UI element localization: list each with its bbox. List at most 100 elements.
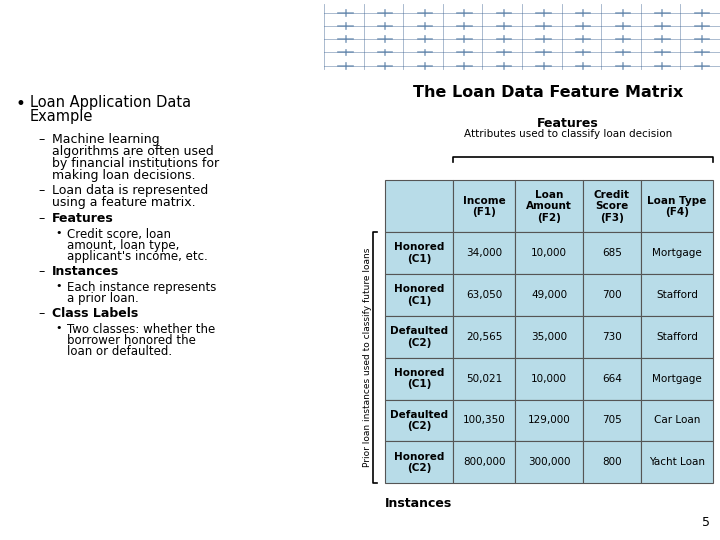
Text: Credit score, loan: Credit score, loan — [67, 228, 171, 241]
Bar — [385, 274, 453, 316]
Text: –: – — [38, 185, 44, 198]
Bar — [515, 316, 583, 357]
Text: The Loan Data Feature Matrix: The Loan Data Feature Matrix — [413, 85, 683, 100]
Text: 664: 664 — [602, 374, 622, 383]
Text: algorithms are often used: algorithms are often used — [52, 145, 214, 158]
Text: 129,000: 129,000 — [528, 415, 570, 426]
Bar — [453, 357, 515, 400]
Text: Loan
Amount
(F2): Loan Amount (F2) — [526, 190, 572, 223]
Bar — [583, 357, 641, 400]
Text: 800: 800 — [602, 457, 622, 467]
Text: 705: 705 — [602, 415, 622, 426]
Text: 49,000: 49,000 — [531, 290, 567, 300]
Text: Honored
(C1): Honored (C1) — [394, 284, 444, 306]
Bar — [385, 316, 453, 357]
Text: –: – — [38, 133, 44, 146]
Text: applicant's income, etc.: applicant's income, etc. — [67, 250, 208, 263]
Text: Defaulted
(C2): Defaulted (C2) — [390, 326, 448, 348]
Text: 10,000: 10,000 — [531, 374, 567, 383]
Text: a prior loan.: a prior loan. — [67, 292, 139, 305]
Bar — [453, 316, 515, 357]
Bar — [641, 441, 713, 483]
Text: Honored
(C1): Honored (C1) — [394, 368, 444, 389]
Text: 5: 5 — [702, 516, 710, 529]
Bar — [453, 180, 515, 232]
Text: Features: Features — [537, 117, 599, 130]
Text: Loan Type
(F4): Loan Type (F4) — [647, 195, 707, 217]
Text: 20,565: 20,565 — [466, 332, 502, 342]
Text: Loan Application Data: Loan Application Data — [30, 95, 191, 110]
Text: Credit
Score
(F3): Credit Score (F3) — [594, 190, 630, 223]
Bar — [385, 400, 453, 441]
Bar — [515, 357, 583, 400]
Text: using a feature matrix.: using a feature matrix. — [52, 197, 196, 210]
Bar — [641, 180, 713, 232]
Bar — [641, 357, 713, 400]
Text: Yacht Loan: Yacht Loan — [649, 457, 705, 467]
Bar — [583, 180, 641, 232]
Text: Example: Example — [30, 109, 94, 124]
Text: Honored
(C1): Honored (C1) — [394, 242, 444, 264]
Bar — [583, 441, 641, 483]
Bar — [385, 357, 453, 400]
Bar — [453, 400, 515, 441]
Bar — [385, 441, 453, 483]
Text: •: • — [55, 281, 61, 291]
Text: –: – — [38, 265, 44, 278]
Text: Mortgage: Mortgage — [652, 374, 702, 383]
Text: 10,000: 10,000 — [531, 248, 567, 258]
Text: 34,000: 34,000 — [466, 248, 502, 258]
Text: 35,000: 35,000 — [531, 332, 567, 342]
Text: Background: Background — [27, 23, 185, 50]
Bar — [583, 274, 641, 316]
Bar — [641, 316, 713, 357]
Text: Each instance represents: Each instance represents — [67, 281, 217, 294]
Bar — [515, 232, 583, 274]
Text: borrower honored the: borrower honored the — [67, 334, 196, 347]
Bar — [641, 232, 713, 274]
Bar — [453, 232, 515, 274]
Text: 685: 685 — [602, 248, 622, 258]
Text: Attributes used to classify loan decision: Attributes used to classify loan decisio… — [464, 129, 672, 139]
Text: Defaulted
(C2): Defaulted (C2) — [390, 410, 448, 431]
Bar — [641, 274, 713, 316]
Text: •: • — [55, 228, 61, 238]
Text: by financial institutions for: by financial institutions for — [52, 157, 219, 170]
Text: Machine learning: Machine learning — [52, 133, 160, 146]
Text: Prior loan instances used to classify future loans: Prior loan instances used to classify fu… — [362, 248, 372, 468]
Text: Stafford: Stafford — [656, 290, 698, 300]
Text: 730: 730 — [602, 332, 622, 342]
Bar — [583, 400, 641, 441]
Text: Features: Features — [52, 212, 114, 225]
Text: Instances: Instances — [52, 265, 120, 278]
Bar — [385, 232, 453, 274]
Text: •: • — [55, 323, 61, 333]
Bar — [515, 274, 583, 316]
Bar — [453, 274, 515, 316]
Text: –: – — [38, 307, 44, 320]
Text: 63,050: 63,050 — [466, 290, 502, 300]
Text: 100,350: 100,350 — [463, 415, 505, 426]
Bar — [515, 400, 583, 441]
Bar — [385, 180, 453, 232]
Text: making loan decisions.: making loan decisions. — [52, 168, 196, 181]
Bar — [583, 232, 641, 274]
Text: Two classes: whether the: Two classes: whether the — [67, 323, 215, 336]
Bar — [515, 180, 583, 232]
Text: –: – — [38, 212, 44, 225]
Text: loan or defaulted.: loan or defaulted. — [67, 345, 172, 358]
Text: amount, loan type,: amount, loan type, — [67, 239, 179, 252]
Text: 700: 700 — [602, 290, 622, 300]
Text: Car Loan: Car Loan — [654, 415, 700, 426]
Text: 50,021: 50,021 — [466, 374, 502, 383]
Text: 300,000: 300,000 — [528, 457, 570, 467]
Text: •: • — [16, 95, 26, 113]
Text: Mortgage: Mortgage — [652, 248, 702, 258]
Bar — [453, 441, 515, 483]
Text: Income
(F1): Income (F1) — [463, 195, 505, 217]
Text: 800,000: 800,000 — [463, 457, 505, 467]
Bar — [515, 441, 583, 483]
Text: Honored
(C2): Honored (C2) — [394, 451, 444, 473]
Bar — [641, 400, 713, 441]
Text: Stafford: Stafford — [656, 332, 698, 342]
